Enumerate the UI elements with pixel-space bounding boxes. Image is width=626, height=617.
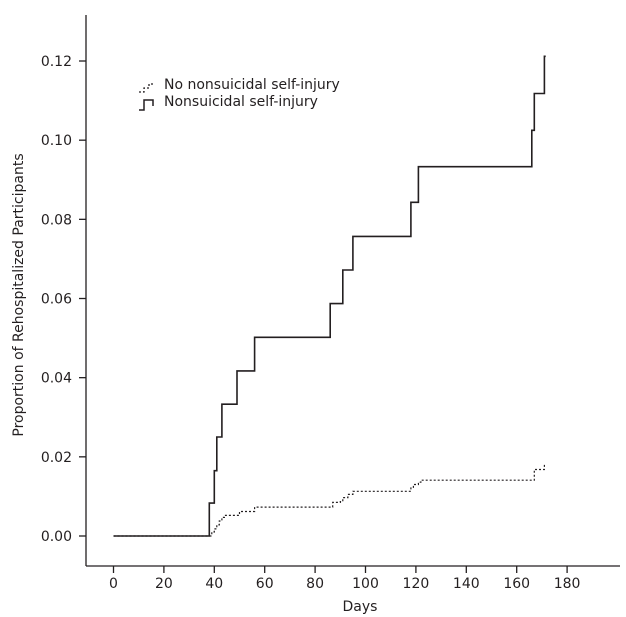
- x-axis-ticks: 0 20 40 60 80 100 120 140 160 180: [109, 566, 580, 592]
- x-tick-label: 160: [503, 576, 530, 592]
- series-line-nsi: [113, 55, 546, 537]
- y-tick-label: 0.06: [41, 292, 72, 308]
- x-tick-label: 120: [403, 576, 430, 592]
- legend-label-no-nsi: No nonsuicidal self-injury: [164, 77, 340, 93]
- y-tick-label: 0.12: [41, 54, 72, 70]
- y-tick-label: 0.10: [41, 133, 72, 149]
- y-tick-label: 0.02: [41, 450, 72, 466]
- y-axis-ticks: 0.00 0.02 0.04 0.06 0.08 0.10 0.12: [41, 54, 86, 545]
- x-tick-label: 20: [155, 576, 173, 592]
- legend: No nonsuicidal self-injury Nonsuicidal s…: [139, 77, 340, 111]
- x-tick-label: 180: [554, 576, 581, 592]
- y-tick-label: 0.00: [41, 529, 72, 545]
- x-tick-label: 40: [205, 576, 223, 592]
- legend-swatch-no-nsi: [139, 83, 153, 93]
- legend-label-nsi: Nonsuicidal self-injury: [164, 94, 318, 110]
- legend-entry-no-nsi: No nonsuicidal self-injury: [139, 77, 340, 93]
- x-axis-title: Days: [343, 599, 378, 615]
- x-tick-label: 140: [453, 576, 480, 592]
- plot-area: [113, 55, 547, 537]
- y-tick-label: 0.04: [41, 371, 72, 387]
- series-line-no-nsi: [113, 464, 547, 537]
- legend-swatch-nsi: [139, 99, 154, 111]
- y-axis-title: Proportion of Rehospitalized Participant…: [11, 153, 27, 436]
- x-tick-label: 0: [109, 576, 118, 592]
- y-tick-label: 0.08: [41, 212, 72, 228]
- legend-entry-nsi: Nonsuicidal self-injury: [139, 94, 318, 111]
- x-tick-label: 60: [256, 576, 274, 592]
- x-tick-label: 100: [352, 576, 379, 592]
- x-tick-label: 80: [306, 576, 324, 592]
